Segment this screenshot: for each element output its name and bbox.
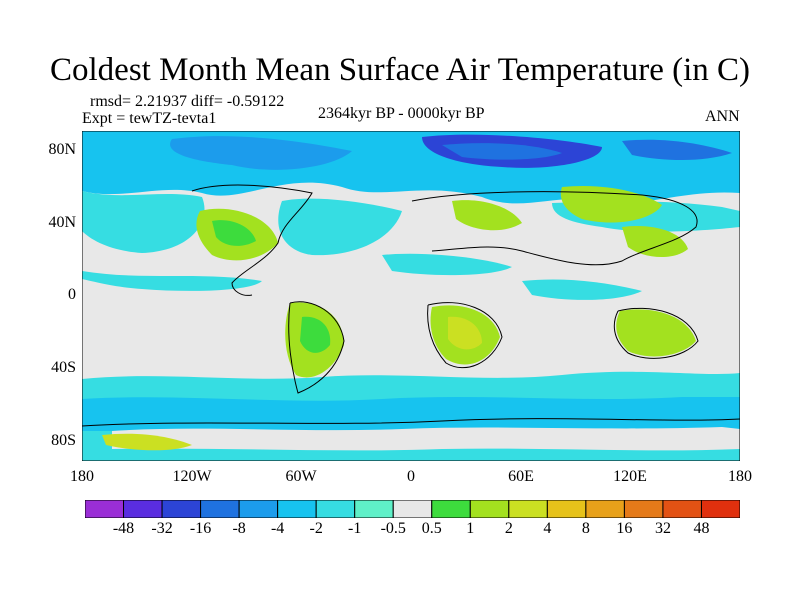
colorbar-label: 4 — [543, 520, 552, 537]
colorbar-swatch — [161, 500, 202, 518]
lon-label: 180 — [728, 468, 752, 485]
lon-label: 0 — [407, 468, 415, 485]
colorbar-swatch — [700, 500, 740, 518]
lat-label: 40N — [48, 214, 76, 231]
colorbar-label: 1 — [466, 520, 475, 537]
colorbar-label: 16 — [616, 520, 633, 537]
colorbar-label: 48 — [693, 520, 710, 537]
colorbar-label: 32 — [654, 520, 671, 537]
colorbar-swatch — [238, 500, 279, 518]
lat-label: 40S — [51, 359, 76, 376]
lon-label: 120E — [613, 468, 647, 485]
lon-label: 120W — [172, 468, 212, 485]
stats-label: rmsd= 2.21937 diff= -0.59122 — [90, 93, 285, 110]
lat-label: 80N — [48, 141, 76, 158]
colorbar-swatch — [85, 500, 125, 518]
period-label: 2364kyr BP - 0000kyr BP — [318, 105, 485, 122]
colorbar-swatch — [123, 500, 163, 518]
lat-label: 80S — [51, 432, 76, 449]
lon-label: 60W — [285, 468, 317, 485]
colorbar-label: -8 — [232, 520, 246, 537]
colorbar-swatch — [354, 500, 394, 518]
colorbar-swatch — [431, 500, 471, 518]
colorbar-label: -2 — [309, 520, 323, 537]
temperature-anomaly-map — [82, 131, 740, 461]
experiment-label: Expt = tewTZ-tevta1 — [82, 110, 217, 127]
colorbar-label: 8 — [581, 520, 590, 537]
colorbar-label: 2 — [504, 520, 513, 537]
colorbar-label: -48 — [112, 520, 135, 537]
colorbar-swatch — [585, 500, 625, 518]
colorbar-swatch — [200, 500, 240, 518]
colorbar-swatch — [315, 500, 356, 518]
colorbar — [85, 500, 740, 518]
colorbar-swatch — [469, 500, 510, 518]
colorbar-swatch — [546, 500, 587, 518]
colorbar-label: -16 — [189, 520, 212, 537]
lon-label: 180 — [70, 468, 94, 485]
colorbar-swatch — [623, 500, 664, 518]
lat-label: 0 — [68, 286, 76, 303]
colorbar-label: -32 — [151, 520, 173, 537]
colorbar-label: 0.5 — [421, 520, 442, 537]
colorbar-label: -0.5 — [380, 520, 406, 537]
lon-label: 60E — [508, 468, 534, 485]
colorbar-label: -4 — [270, 520, 285, 537]
colorbar-swatch — [277, 500, 317, 518]
map-title: Coldest Month Mean Surface Air Temperatu… — [50, 52, 750, 88]
colorbar-swatch — [508, 500, 548, 518]
colorbar-swatch — [392, 500, 433, 518]
colorbar-swatch — [662, 500, 702, 518]
colorbar-label: -1 — [348, 520, 362, 537]
season-label: ANN — [705, 108, 740, 125]
